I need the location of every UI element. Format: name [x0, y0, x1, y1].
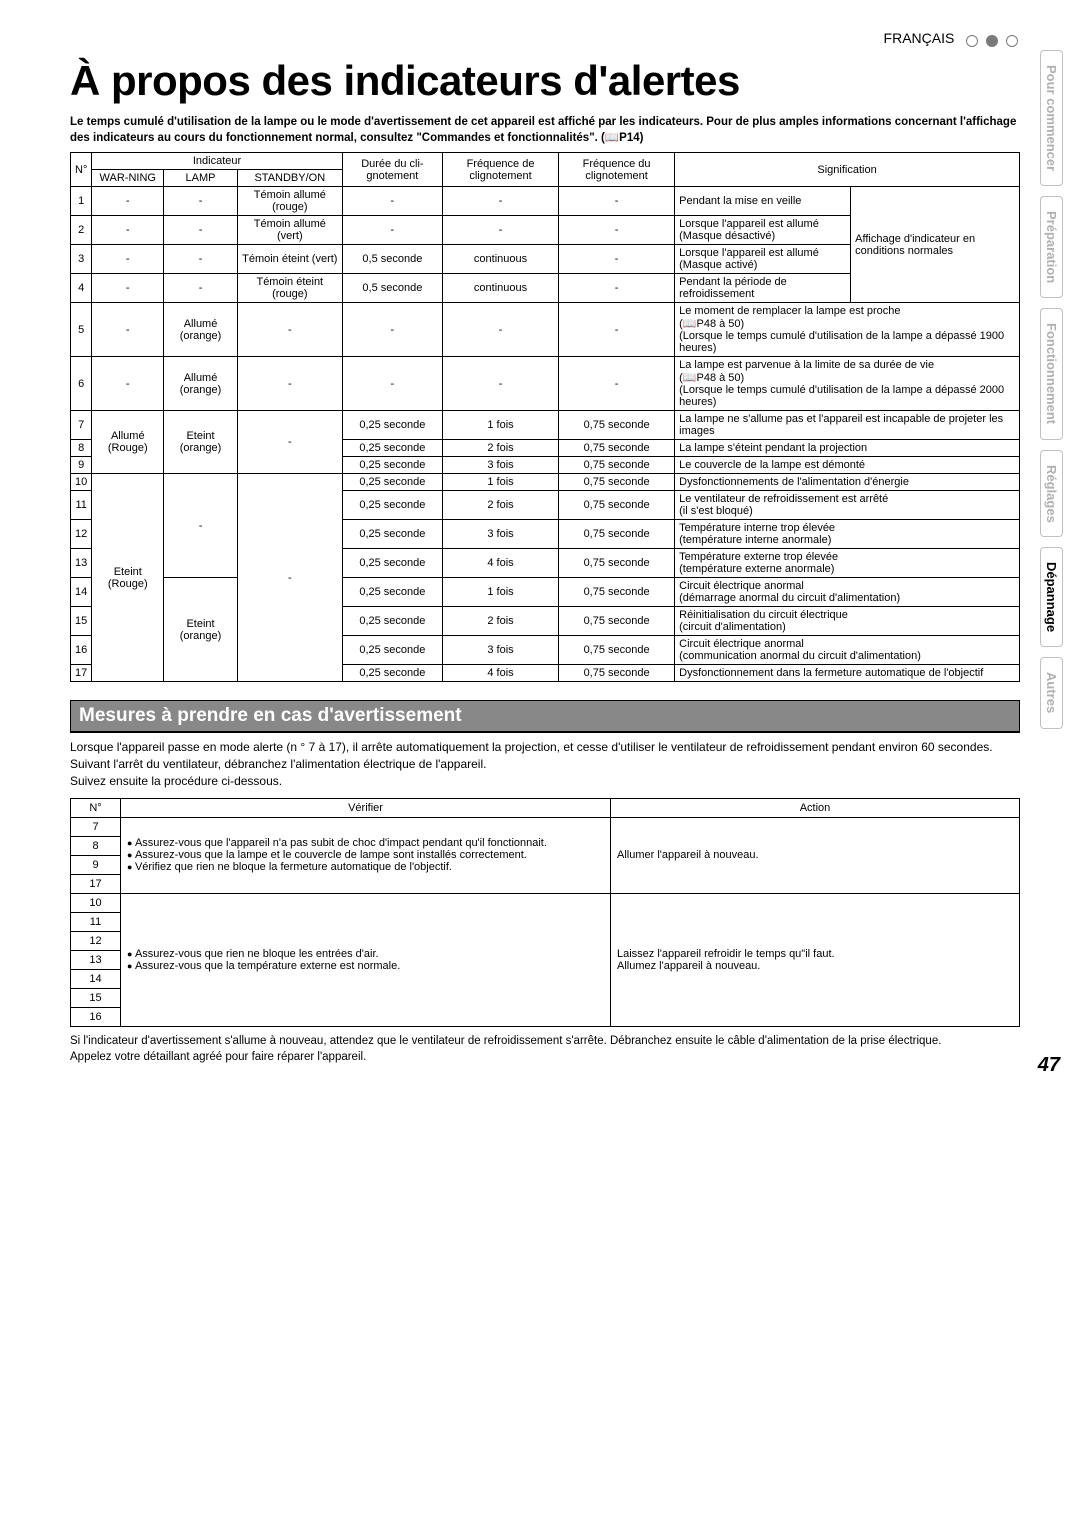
intro-text: Le temps cumulé d'utilisation de la lamp… — [70, 115, 1020, 146]
table-row: 1 - - Témoin allumé (rouge) - - - Pendan… — [71, 187, 1020, 216]
language-dots — [964, 31, 1020, 47]
act-hdr-act: Action — [611, 798, 1020, 817]
hdr-indicateur: Indicateur — [92, 153, 342, 170]
hdr-freq-de: Fréquence de clignotement — [443, 153, 559, 187]
table-row: 10 Eteint (Rouge) - - 0,25 seconde 1 foi… — [71, 474, 1020, 491]
table-row: 7 Allumé (Rouge) Eteint (orange) - 0,25 … — [71, 411, 1020, 440]
section2-header: Mesures à prendre en cas d'avertissement — [70, 700, 1020, 733]
hdr-signif: Signification — [675, 153, 1020, 187]
action-ver-1: Assurez-vous que l'appareil n'a pas subi… — [121, 817, 611, 893]
page-number: 47 — [1038, 1054, 1060, 1077]
language-label: FRANÇAIS — [884, 30, 955, 46]
actions-table: N° Vérifier Action 7 Assurez-vous que l'… — [70, 798, 1020, 1027]
indicators-table: N° Indicateur Durée du cli-gnotement Fré… — [70, 152, 1020, 682]
lang-dot-1 — [966, 35, 978, 47]
hdr-warning: WAR-NING — [92, 170, 164, 187]
page-title: À propos des indicateurs d'alertes — [70, 57, 1020, 105]
action-row: 7 Assurez-vous que l'appareil n'a pas su… — [71, 817, 1020, 836]
action-ver-2: Assurez-vous que rien ne bloque les entr… — [121, 893, 611, 1026]
table-row: 14 Eteint (orange) 0,25 seconde 1 fois 0… — [71, 578, 1020, 607]
act-hdr-no: N° — [71, 798, 121, 817]
lang-dot-3 — [1006, 35, 1018, 47]
hdr-no: N° — [71, 153, 92, 187]
table-row: 5 - Allumé (orange) - - - - Le moment de… — [71, 303, 1020, 357]
hdr-duree: Durée du cli-gnotement — [342, 153, 442, 187]
language-indicator: FRANÇAIS — [70, 30, 1020, 47]
section2-text: Lorsque l'appareil passe en mode alerte … — [70, 739, 1020, 789]
table-row: 6 - Allumé (orange) - - - - La lampe est… — [71, 357, 1020, 411]
act-hdr-ver: Vérifier — [121, 798, 611, 817]
hdr-standby: STANDBY/ON — [237, 170, 342, 187]
lang-dot-2 — [986, 35, 998, 47]
normal-display-cell: Affichage d'indicateur en conditions nor… — [851, 187, 1020, 303]
footnote: Si l'indicateur d'avertissement s'allume… — [70, 1033, 1020, 1065]
hdr-lamp: LAMP — [164, 170, 238, 187]
action-row: 10 Assurez-vous que rien ne bloque les e… — [71, 893, 1020, 912]
hdr-freq-du: Fréquence du clignotement — [559, 153, 675, 187]
